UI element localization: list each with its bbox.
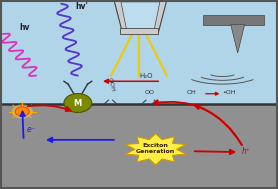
FancyBboxPatch shape [0, 104, 278, 189]
Polygon shape [125, 134, 186, 165]
Text: M: M [74, 98, 82, 108]
Text: •OH: •OH [222, 91, 236, 95]
Text: h⁺: h⁺ [242, 147, 251, 156]
FancyBboxPatch shape [203, 15, 264, 25]
Polygon shape [121, 2, 160, 29]
Circle shape [15, 107, 29, 116]
Text: hv: hv [19, 23, 30, 32]
Polygon shape [114, 0, 167, 32]
Text: OOH: OOH [107, 77, 116, 93]
Circle shape [64, 94, 92, 112]
Text: OH: OH [186, 91, 196, 95]
Text: hv': hv' [75, 2, 88, 12]
Text: H₂O: H₂O [139, 74, 153, 79]
Text: Exciton
Generation: Exciton Generation [136, 143, 175, 154]
FancyBboxPatch shape [120, 28, 158, 34]
Circle shape [12, 104, 33, 119]
Text: OO: OO [145, 90, 155, 94]
FancyBboxPatch shape [0, 0, 278, 104]
Text: e⁻: e⁻ [26, 125, 35, 134]
Polygon shape [231, 25, 245, 53]
